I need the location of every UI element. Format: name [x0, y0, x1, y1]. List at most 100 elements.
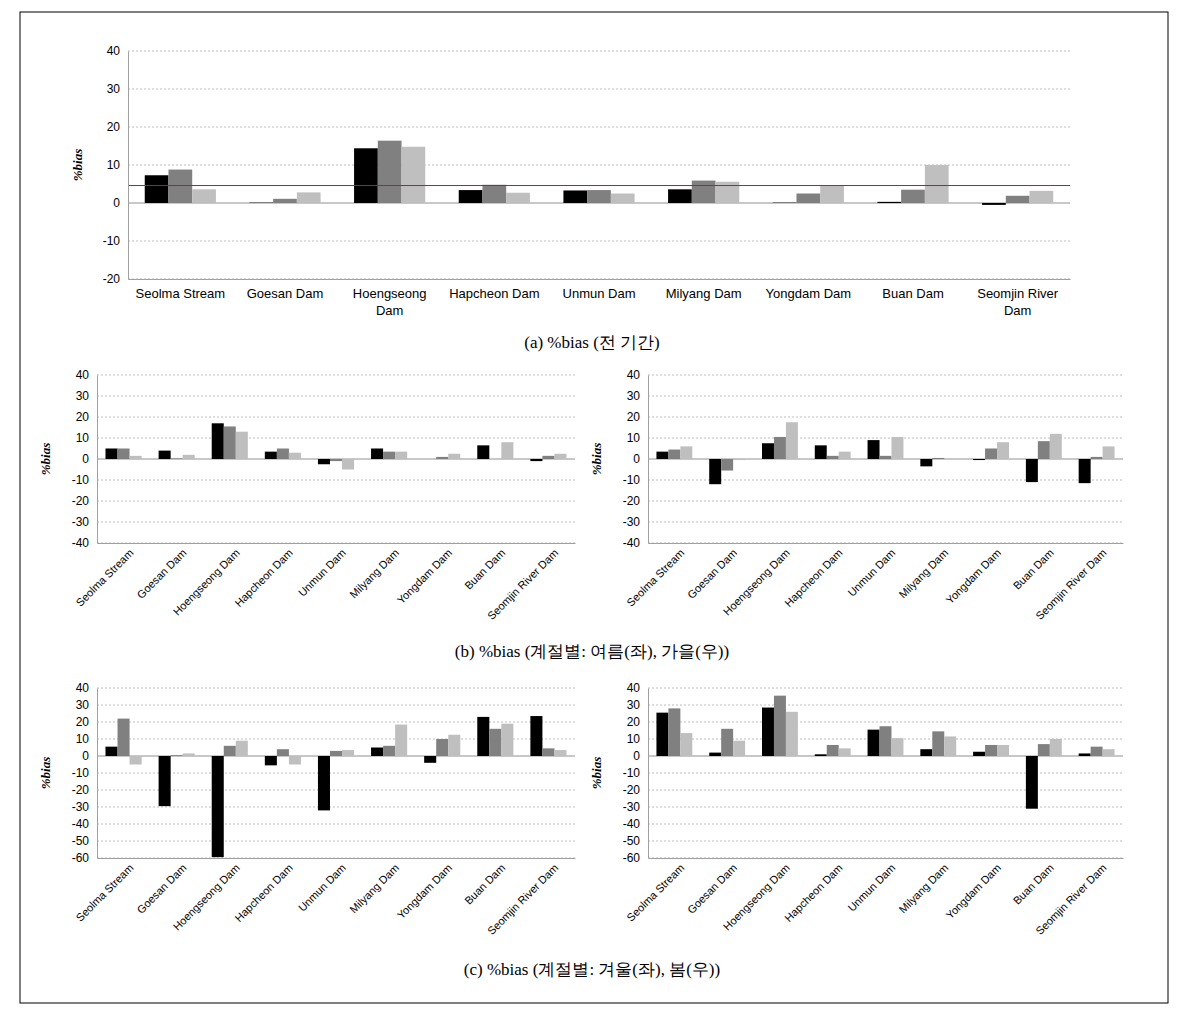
bars — [656, 696, 1114, 809]
grid — [648, 688, 1123, 858]
y-tick: -10 — [72, 766, 97, 780]
bar — [680, 446, 692, 459]
y-tick: -40 — [623, 536, 648, 550]
y-axis-title: %bias — [70, 149, 85, 182]
x-tick: Seolma Stream — [624, 543, 686, 609]
x-tick-label: Goesan Dam — [685, 862, 739, 916]
y-tick-label: 30 — [107, 82, 121, 96]
caption: (c) %bias (계절별: 겨울(좌), 봄(우)) — [464, 960, 720, 979]
x-tick-label: Buan Dam — [882, 286, 943, 301]
y-tick: 10 — [627, 732, 648, 746]
grid-line — [97, 501, 575, 502]
grid-line — [648, 543, 1123, 544]
bar — [383, 746, 395, 756]
y-tick-label: 0 — [82, 749, 89, 763]
y-tick: 30 — [76, 698, 97, 712]
bar — [611, 194, 635, 204]
x-tick-label: Buan Dam — [1011, 862, 1056, 907]
bar — [1030, 191, 1054, 203]
figure: -20-10010203040Seolma StreamGoesan DamHo… — [0, 0, 1193, 1018]
bar — [118, 719, 130, 756]
x-tick-label: Seomjin River Dam — [485, 862, 560, 937]
bar — [1103, 749, 1115, 756]
x-tick-label: Yongdam Dam — [943, 862, 1003, 922]
chart: -60-50-40-30-20-10010203040Seolma Stream… — [589, 681, 1124, 937]
x-tick-label: Hoengseong Dam — [171, 547, 242, 618]
x-tick: Buan Dam — [1011, 858, 1056, 907]
y-tick: 10 — [627, 431, 648, 445]
bar — [424, 459, 436, 460]
y-tick: 30 — [627, 698, 648, 712]
bar — [668, 189, 692, 203]
bar — [1050, 739, 1062, 756]
grid-line — [648, 790, 1123, 791]
x-tick-label: Seomjin River Dam — [1033, 862, 1108, 937]
bar — [168, 170, 192, 203]
y-tick: 30 — [76, 389, 97, 403]
y-tick: 40 — [627, 681, 648, 695]
x-tick: Seomjin RiverDam — [977, 279, 1059, 318]
bar — [1091, 457, 1103, 459]
grid — [648, 375, 1123, 543]
y-axis-line — [97, 376, 98, 544]
y-tick: 10 — [107, 158, 128, 172]
x-tick-label: Yongdam Dam — [395, 862, 455, 922]
x-tick: Milyang Dam — [347, 543, 401, 600]
x-tick: Hapcheon Dam — [449, 279, 539, 301]
y-axis-title: %bias — [38, 443, 53, 476]
grid-line — [128, 89, 1070, 90]
bar — [383, 452, 395, 459]
y-axis: -20-10010203040 — [103, 44, 129, 286]
bar — [786, 712, 798, 756]
x-tick-label: Goesan Dam — [134, 547, 188, 601]
bar — [477, 445, 489, 459]
bar — [982, 203, 1006, 205]
bar — [330, 751, 342, 756]
x-tick-label: Hapcheon Dam — [782, 862, 845, 925]
y-tick-label: -20 — [72, 494, 90, 508]
bar — [159, 756, 171, 806]
y-tick-label: -60 — [623, 851, 641, 865]
x-axis: Seolma StreamGoesan DamHoengseong DamHap… — [624, 858, 1123, 937]
y-axis: -60-50-40-30-20-10010203040 — [72, 681, 98, 865]
x-tick: Seolma Stream — [73, 858, 135, 924]
bar — [118, 449, 130, 460]
bar — [827, 745, 839, 756]
bar — [236, 432, 248, 459]
x-tick-label: Hoengseong Dam — [721, 862, 792, 933]
grid — [128, 51, 1070, 279]
y-tick: 20 — [76, 715, 97, 729]
bar — [342, 459, 354, 470]
y-tick-label: -50 — [623, 834, 641, 848]
y-axis-title: %bias — [589, 757, 604, 790]
x-tick-label: Milyang Dam — [666, 286, 742, 301]
bar — [1050, 434, 1062, 459]
y-tick-label: 0 — [633, 749, 640, 763]
bar — [920, 459, 932, 466]
y-tick: -20 — [103, 272, 128, 286]
bar — [130, 756, 142, 765]
bar — [236, 741, 248, 756]
grid-line — [97, 396, 575, 397]
bar — [868, 730, 880, 756]
bar — [762, 443, 774, 459]
y-tick: -10 — [623, 766, 648, 780]
bar — [459, 190, 483, 203]
x-tick: Hapcheon Dam — [232, 543, 295, 609]
y-tick: -40 — [72, 536, 97, 550]
grid-line — [128, 127, 1070, 128]
bar — [371, 449, 383, 460]
y-tick-label: -40 — [623, 536, 641, 550]
bar — [692, 181, 716, 203]
bar — [159, 451, 171, 459]
grid-line — [648, 522, 1123, 523]
y-tick-label: -10 — [103, 234, 121, 248]
y-tick-label: -10 — [72, 473, 90, 487]
grid-line — [97, 824, 575, 825]
y-tick: 30 — [107, 82, 128, 96]
y-tick: 0 — [633, 749, 648, 763]
y-tick-label: 10 — [627, 732, 641, 746]
x-tick: Hapcheon Dam — [782, 858, 845, 924]
bar — [868, 440, 880, 459]
y-axis: -40-30-20-10010203040 — [623, 368, 649, 550]
